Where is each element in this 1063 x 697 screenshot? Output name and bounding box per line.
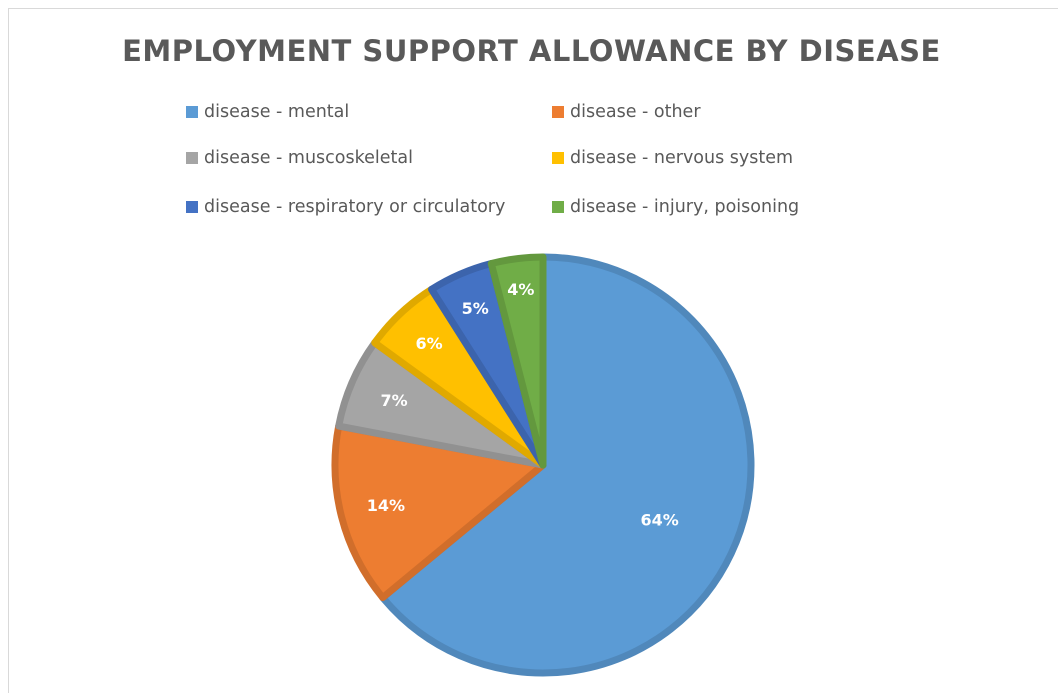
data-label-injury: 4%: [507, 280, 534, 299]
legend-label-injury: disease - injury, poisoning: [570, 197, 800, 217]
pie-labels: 64% 14% 7% 6% 5% 4%: [367, 280, 679, 529]
data-label-muscoskeletal: 7%: [381, 391, 408, 410]
legend-swatch-injury: [552, 201, 564, 213]
legend-item-respiratory: disease - respiratory or circulatory: [186, 197, 505, 217]
legend-label-nervous-system: disease - nervous system: [570, 148, 794, 168]
chart-title: EMPLOYMENT SUPPORT ALLOWANCE BY DISEASE: [122, 34, 941, 68]
legend-item-other: disease - other: [552, 102, 701, 122]
data-label-respiratory: 5%: [462, 299, 489, 318]
data-label-nervous-system: 6%: [416, 334, 443, 353]
legend-label-other: disease - other: [570, 102, 701, 122]
legend-swatch-other: [552, 106, 564, 118]
legend-swatch-mental: [186, 106, 198, 118]
data-label-other: 14%: [367, 496, 405, 515]
pie-slice-other: [331, 422, 547, 602]
legend-label-mental: disease - mental: [204, 102, 350, 122]
pie-slices: [331, 253, 755, 677]
pie-slice-mental: [379, 253, 755, 677]
legend-item-muscoskeletal: disease - muscoskeletal: [186, 148, 413, 168]
legend-swatch-nervous-system: [552, 152, 564, 164]
legend-label-respiratory: disease - respiratory or circulatory: [204, 197, 506, 217]
legend-label-muscoskeletal: disease - muscoskeletal: [204, 148, 413, 168]
legend-item-mental: disease - mental: [186, 102, 349, 122]
legend-item-nervous-system: disease - nervous system: [552, 148, 793, 168]
legend-swatch-muscoskeletal: [186, 152, 198, 164]
legend-swatch-respiratory: [186, 201, 198, 213]
pie-slice-injury: [487, 253, 547, 469]
data-label-mental: 64%: [641, 510, 679, 529]
legend-item-injury: disease - injury, poisoning: [552, 197, 799, 217]
